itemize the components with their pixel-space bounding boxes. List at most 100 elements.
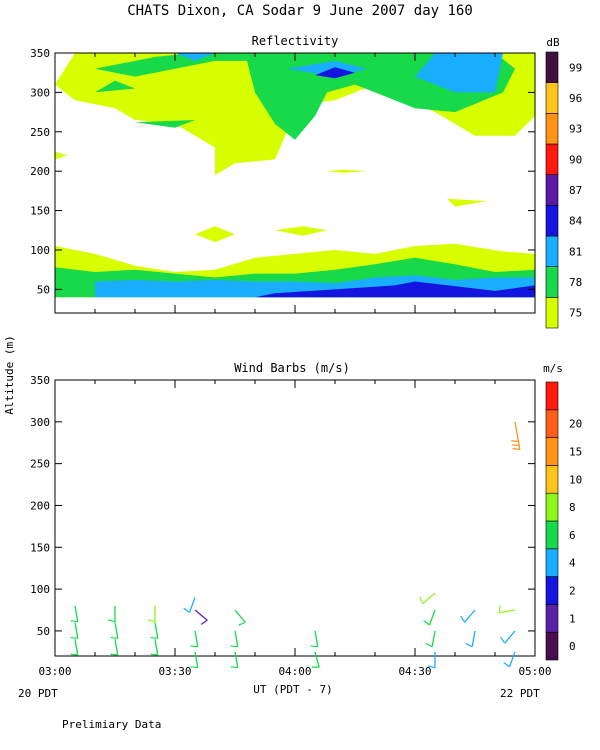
wind-barb-18 [427, 651, 436, 669]
wind-colorbar-label-0: 0 [569, 640, 576, 653]
time-tick-label-3: 04:30 [398, 665, 431, 678]
wind-ytick-label-250: 250 [30, 458, 50, 471]
wind-barb-23 [460, 609, 476, 623]
wind-colorbar-swatch-6 [545, 465, 559, 494]
reflectivity-colorbar-label-1: 78 [569, 276, 582, 289]
reflectivity-region-15 [95, 80, 135, 93]
wind-colorbar-swatch-5 [545, 492, 559, 522]
wind-barb-24 [503, 651, 516, 668]
wind-barb-21 [419, 592, 436, 605]
reflectivity-region-13 [415, 53, 503, 93]
reflectivity-colorbar-swatch-4 [545, 174, 559, 206]
wind-barb-20 [423, 609, 436, 626]
time-axis-labels: 03:00 03:30 04:00 04:30 05:00 [38, 665, 551, 678]
reflectivity-colorbar-label-0: 75 [569, 307, 582, 320]
reflectivity-colorbar-label-8: 99 [569, 61, 582, 74]
wind-colorbar-label-2: 2 [569, 585, 576, 598]
wind-ytick-label-50: 50 [37, 625, 50, 638]
reflectivity-colorbar-swatch-3 [545, 205, 559, 237]
wind-colorbar-label-4: 6 [569, 529, 576, 542]
reflectivity-colorbar-swatch-8 [545, 51, 559, 83]
reflectivity-ytick-label-350: 350 [30, 47, 50, 60]
reflectivity-colorbar-label-3: 84 [569, 215, 583, 228]
wind-colorbar-swatch-7 [545, 437, 559, 466]
wind-colorbar-label-7: 15 [569, 446, 582, 459]
wind-colorbar-label-5: 8 [569, 501, 576, 514]
reflectivity-region-10 [95, 53, 515, 140]
wind-ytick-label-150: 150 [30, 541, 50, 554]
wind-barb-16 [311, 651, 320, 668]
reflectivity-region-9 [327, 169, 367, 173]
wind-barb-22 [465, 630, 476, 648]
reflectivity-ytick-label-200: 200 [30, 165, 50, 178]
reflectivity-colorbar-swatch-7 [545, 82, 559, 114]
date-left-label: 20 PDT [18, 687, 58, 700]
reflectivity-ytick-label-150: 150 [30, 205, 50, 218]
wind-barb-11 [194, 609, 208, 625]
reflectivity-ytick-label-300: 300 [30, 86, 50, 99]
wind-ytick-label-200: 200 [30, 499, 50, 512]
reflectivity-colorbar-unit: dB [546, 36, 560, 49]
wind-barb-15 [234, 609, 246, 626]
wind-barb-25 [500, 630, 516, 644]
wind-colorbar-label-3: 4 [569, 557, 576, 570]
reflectivity-colorbar-swatch-1 [545, 266, 559, 298]
wind-barb-26 [498, 605, 516, 614]
reflectivity-region-6 [447, 198, 487, 207]
wind-colorbar-swatch-4 [545, 520, 559, 550]
wind-colorbar-swatch-9 [545, 381, 559, 411]
reflectivity-region-7 [195, 226, 235, 243]
reflectivity-colorbar: 75 78 81 84 87 90 93 96 99 [545, 51, 583, 329]
time-tick-label-1: 03:30 [158, 665, 191, 678]
wind-barb-10 [190, 630, 199, 648]
wind-colorbar-swatch-2 [545, 576, 559, 605]
wind-barb-9 [190, 651, 199, 669]
figure-title: CHATS Dixon, CA Sodar 9 June 2007 day 16… [127, 3, 473, 19]
reflectivity-colorbar-label-7: 96 [569, 92, 582, 105]
wind-colorbar-label-1: 1 [569, 612, 576, 625]
reflectivity-region-16 [135, 120, 195, 128]
reflectivity-title: Reflectivity [252, 34, 339, 48]
wind-barb-7 [150, 622, 159, 639]
wind-barb-1 [70, 622, 79, 639]
wind-colorbar-swatch-8 [545, 409, 559, 438]
time-tick-label-2: 04:00 [278, 665, 311, 678]
wind-barb-12 [183, 597, 196, 613]
reflectivity-x-ticks [54, 53, 536, 313]
wind-barb-5 [107, 605, 116, 623]
wind-barbs-x-ticks [54, 380, 536, 656]
reflectivity-plot [55, 53, 535, 298]
wind-colorbar-label-6: 10 [569, 473, 582, 486]
reflectivity-region-14 [315, 67, 355, 79]
reflectivity-colorbar-swatch-6 [545, 113, 559, 145]
time-tick-label-4: 05:00 [518, 665, 551, 678]
reflectivity-colorbar-label-6: 93 [569, 123, 582, 136]
reflectivity-ytick-label-50: 50 [37, 283, 50, 296]
reflectivity-colorbar-label-2: 81 [569, 245, 582, 258]
wind-colorbar-swatch-0 [545, 631, 559, 661]
wind-barbs-y-axis: 50 100 150 200 250 300 350 [30, 374, 535, 638]
reflectivity-colorbar-swatch-0 [545, 297, 559, 329]
wind-barb-3 [110, 639, 119, 656]
wind-barb-27 [511, 421, 521, 450]
reflectivity-colorbar-label-5: 90 [569, 153, 582, 166]
reflectivity-region-3 [175, 281, 535, 298]
wind-colorbar-swatch-3 [545, 548, 559, 577]
reflectivity-colorbar-label-4: 87 [569, 184, 582, 197]
wind-colorbar-label-8: 20 [569, 418, 582, 431]
reflectivity-region-5 [55, 151, 67, 160]
date-right-label: 22 PDT [500, 687, 540, 700]
wind-colorbar-swatch-1 [545, 604, 559, 633]
reflectivity-ytick-label-100: 100 [30, 244, 50, 257]
altitude-axis-label: Altitude (m) [3, 335, 16, 414]
time-tick-label-0: 03:00 [38, 665, 71, 678]
wind-barb-14 [230, 630, 239, 648]
wind-barb-8 [147, 605, 156, 623]
preliminary-note: Prelimiary Data [62, 718, 161, 731]
reflectivity-region-8 [275, 226, 327, 236]
x-axis-label: UT (PDT - 7) [253, 683, 332, 696]
reflectivity-ytick-label-250: 250 [30, 126, 50, 139]
